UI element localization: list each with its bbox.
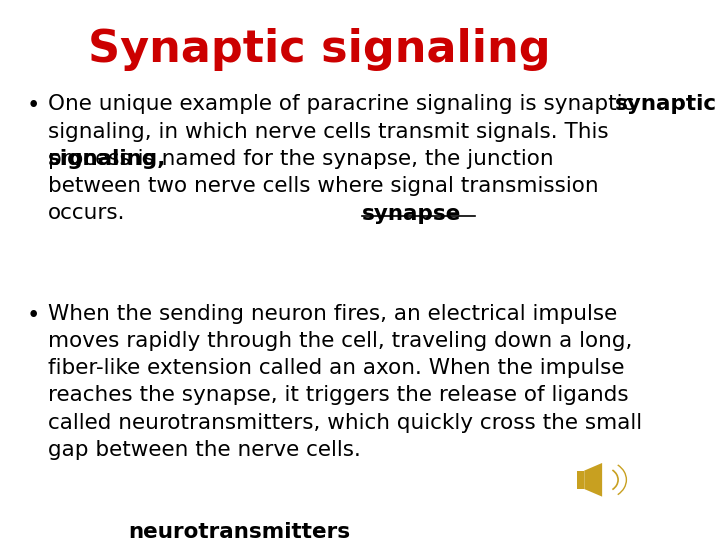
Text: •: • [27,303,40,327]
Text: synaptic: synaptic [615,94,717,114]
Text: signaling,: signaling, [48,149,166,169]
Text: neurotransmitters: neurotransmitters [128,522,351,540]
Text: Synaptic signaling: Synaptic signaling [88,28,551,71]
Polygon shape [584,463,602,497]
Text: •: • [27,94,40,117]
Text: When the sending neuron fires, an electrical impulse
moves rapidly through the c: When the sending neuron fires, an electr… [48,303,642,460]
Text: One unique example of paracrine signaling is synaptic
signaling, in which nerve : One unique example of paracrine signalin… [48,94,634,223]
FancyBboxPatch shape [577,471,584,489]
Text: synapse: synapse [361,204,461,224]
